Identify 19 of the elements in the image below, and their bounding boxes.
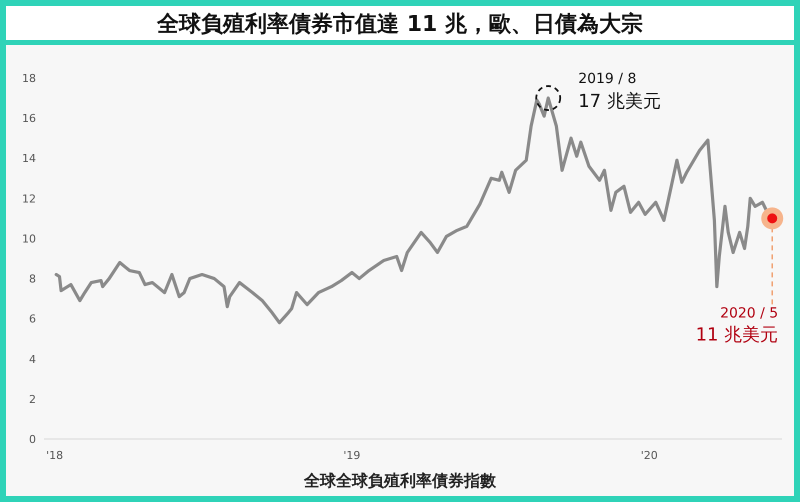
y-tick-label: 8 [29, 272, 36, 286]
y-tick-label: 2 [29, 392, 36, 406]
annotation: 2019 / 8 [578, 71, 636, 88]
y-tick-label: 0 [29, 433, 36, 446]
x-tick-label: '19 [343, 449, 360, 462]
y-tick-label: 12 [22, 192, 36, 206]
chart-title: 全球負殖利率債券市值達 11 兆，歐、日債為大宗 [156, 11, 643, 37]
y-tick-label: 16 [22, 112, 36, 126]
y-tick-label: 14 [22, 152, 36, 166]
annotation: 11 兆美元 [696, 324, 778, 346]
x-axis-title: 全球全球負殖利率債券指數 [303, 471, 497, 490]
y-tick-label: 4 [29, 352, 36, 366]
y-tick-label: 6 [29, 312, 36, 326]
x-tick-label: '20 [640, 449, 658, 462]
annotation: 17 兆美元 [578, 91, 661, 112]
y-tick-label: 18 [22, 72, 36, 85]
y-tick-label: 10 [22, 232, 36, 246]
x-tick-label: '18 [46, 449, 64, 462]
annotation: 2020 / 5 [720, 305, 778, 322]
